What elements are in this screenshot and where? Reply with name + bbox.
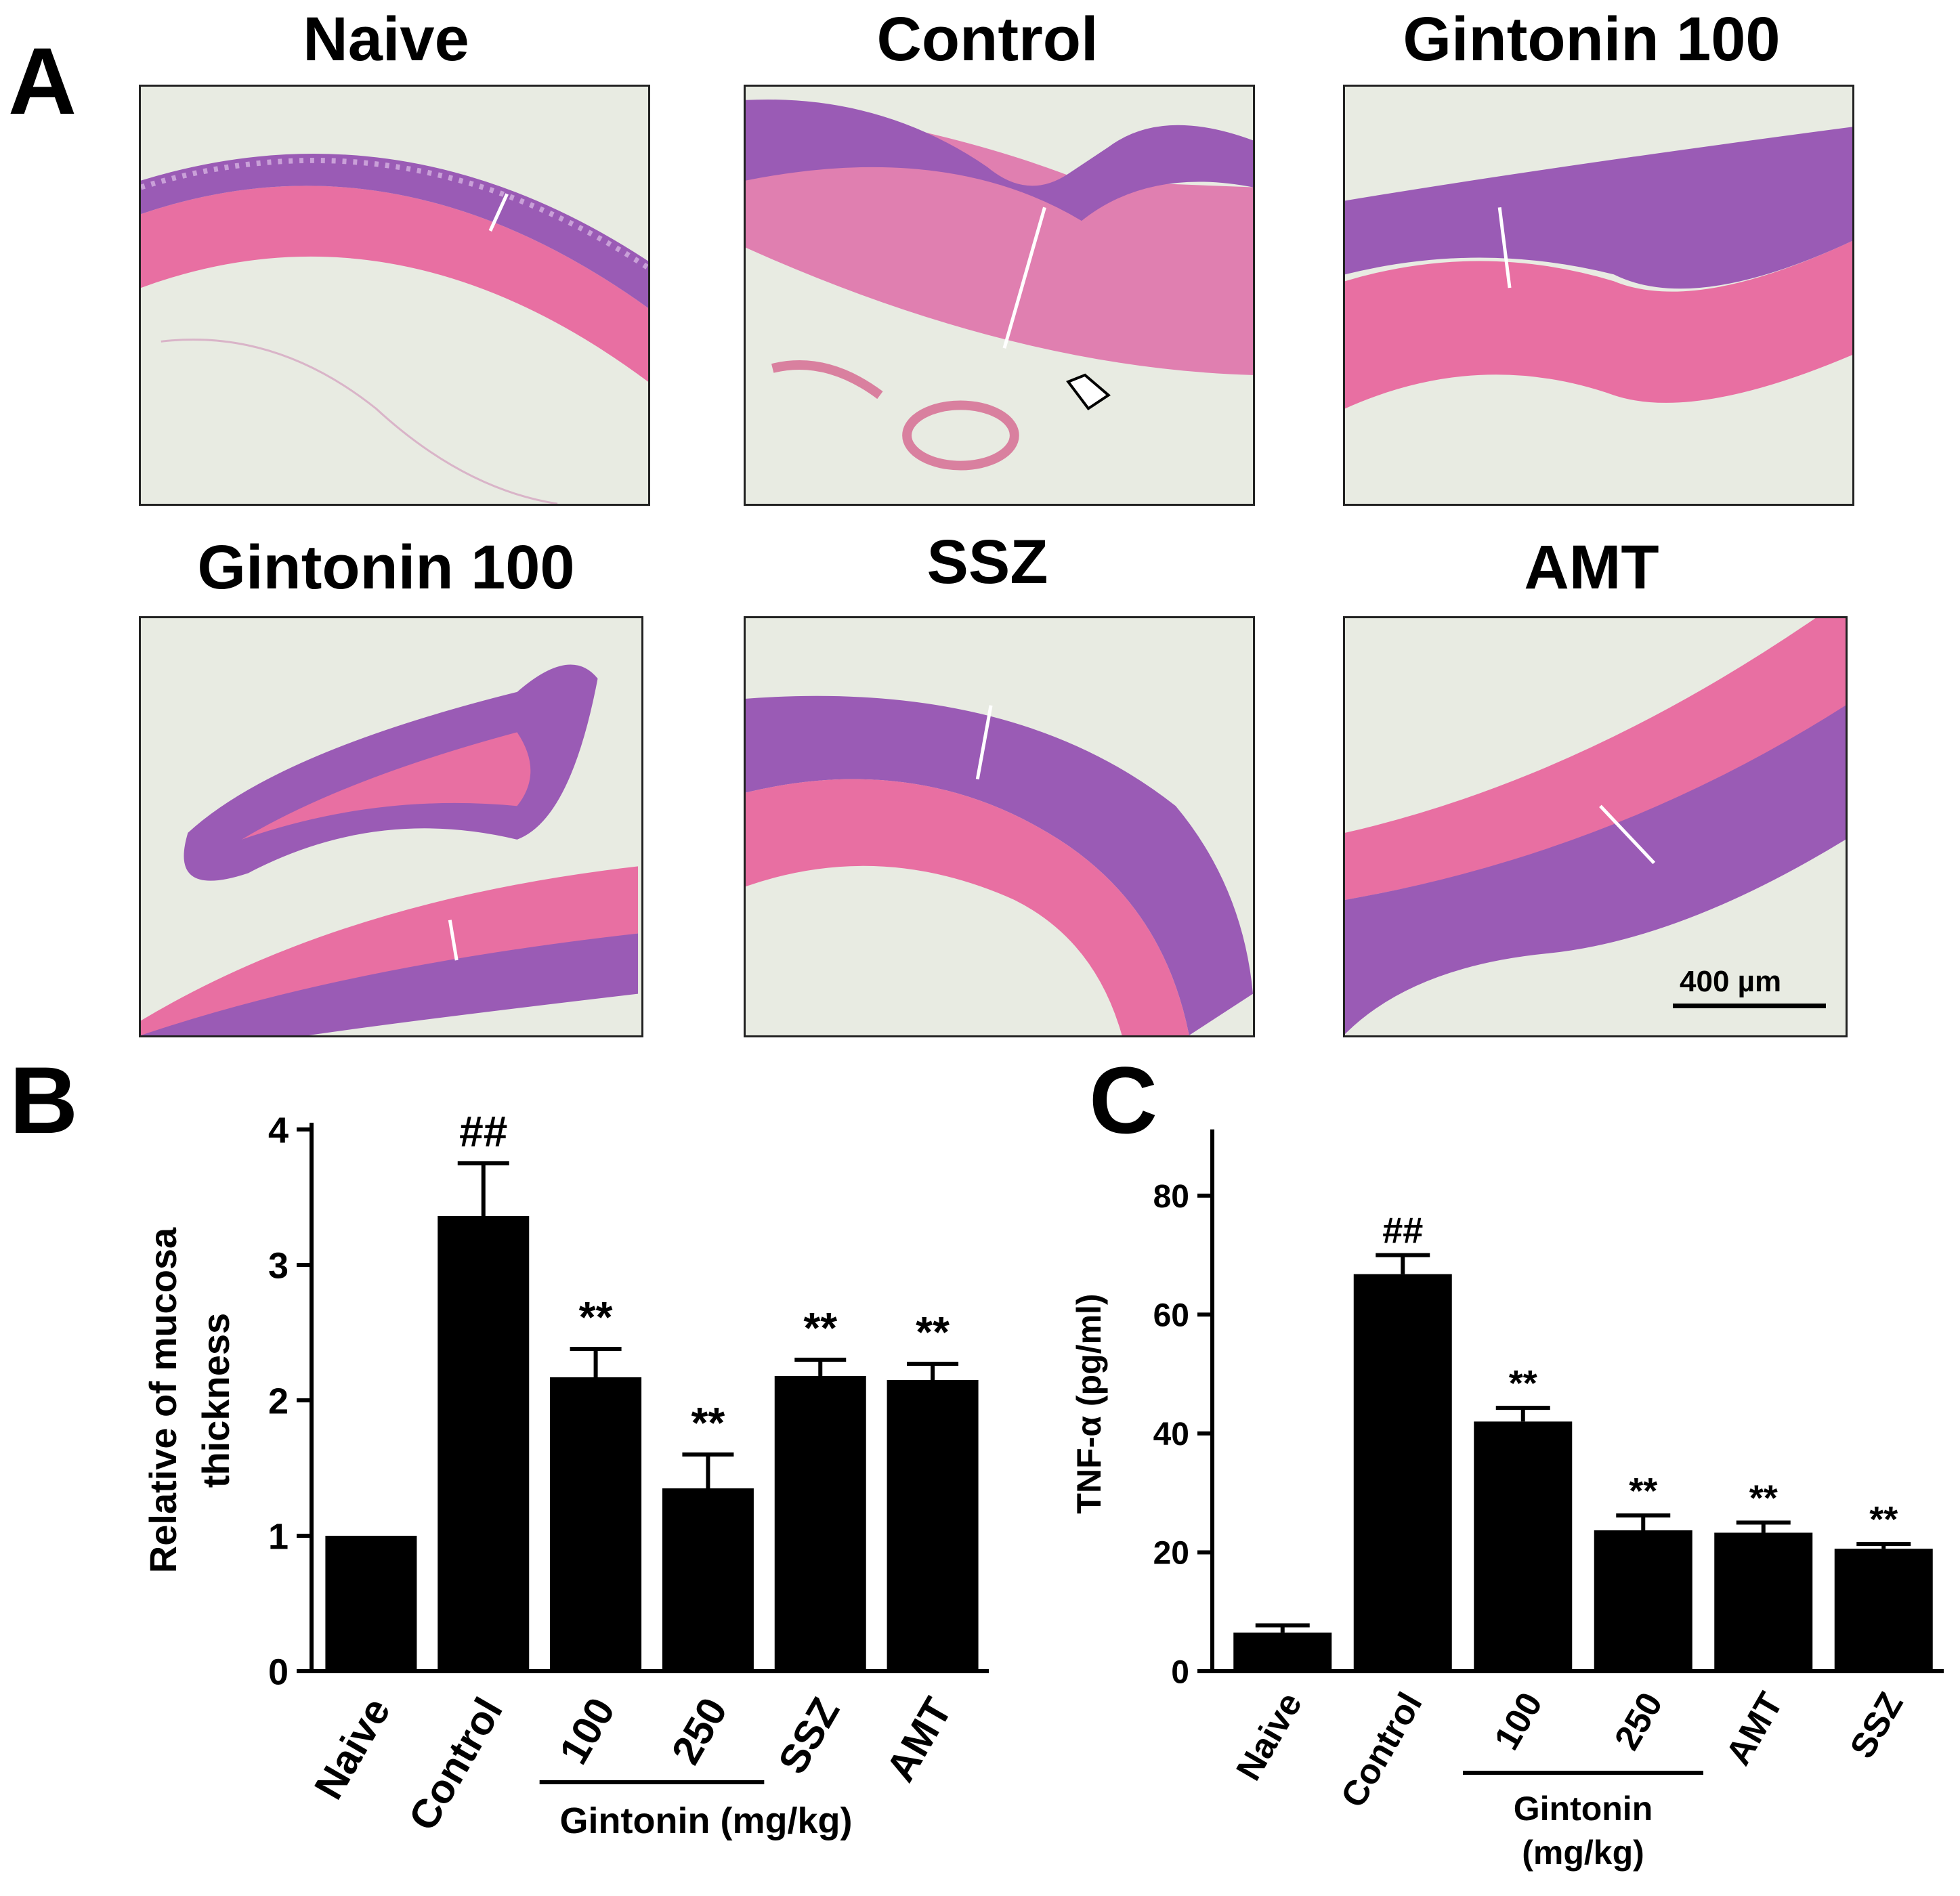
undefined-y-tick-label: 80: [1153, 1179, 1189, 1215]
undefined-x-tick-label: Control: [1334, 1686, 1430, 1814]
image-title-gintonin-top: Gintonin 100: [1403, 5, 1781, 74]
undefined-bar: [550, 1377, 642, 1671]
undefined-y-tick-label: 1: [268, 1516, 289, 1557]
image-title-gintonin-bottom: Gintonin 100: [197, 533, 575, 602]
undefined-bar: [1353, 1274, 1452, 1671]
undefined-significance-label: **: [916, 1308, 950, 1356]
undefined-bar: [438, 1216, 530, 1671]
undefined-bar: [1233, 1632, 1332, 1671]
undefined-significance-label: **: [1749, 1478, 1778, 1519]
undefined-y-tick-label: 4: [268, 1110, 289, 1150]
micrograph-naive: [139, 85, 650, 506]
undefined-y-tick-label: 20: [1153, 1536, 1189, 1572]
undefined-x-tick-label: 100: [1487, 1686, 1551, 1757]
image-title-control: Control: [876, 5, 1099, 74]
undefined-group-label: Gintonin: [1514, 1790, 1653, 1828]
image-title-naive: Naive: [303, 5, 469, 74]
undefined-bar: [1714, 1532, 1813, 1671]
image-title-ssz: SSZ: [926, 527, 1048, 597]
undefined-bar: [325, 1536, 417, 1671]
undefined-y-tick-label: 0: [1171, 1654, 1189, 1690]
micrograph-amt: [1343, 616, 1848, 1037]
undefined-significance-label: ##: [1382, 1211, 1423, 1251]
scale-bar-label: 400 µm: [1680, 965, 1782, 998]
undefined-group-label: (mg/kg): [1522, 1834, 1644, 1872]
undefined-y-tick-label: 3: [268, 1245, 289, 1286]
undefined-bar: [887, 1380, 979, 1671]
undefined-bar: [662, 1488, 754, 1671]
undefined-significance-label: **: [579, 1293, 613, 1341]
undefined-x-tick-label: SSZ: [1843, 1686, 1911, 1765]
chart-b-svg: 01234Naive##Control**100**250**SSZ**AMTG…: [142, 1107, 989, 1841]
micrograph-control: [744, 85, 1255, 506]
undefined-significance-label: **: [691, 1398, 725, 1447]
undefined-bar: [1834, 1549, 1933, 1671]
image-title-amt: AMT: [1524, 533, 1659, 602]
panel-letter-a: A: [8, 28, 77, 134]
undefined-significance-label: **: [1629, 1471, 1657, 1511]
undefined-y-tick-label: 0: [268, 1652, 289, 1692]
undefined-y-axis-label: TNF-α (pg/ml): [1070, 1293, 1108, 1513]
undefined-y-tick-label: 40: [1153, 1417, 1189, 1452]
undefined-significance-label: **: [1869, 1499, 1898, 1540]
undefined-bar: [774, 1376, 866, 1671]
scale-bar: [1673, 1004, 1826, 1008]
micrograph-ssz: [744, 616, 1255, 1037]
undefined-y-axis-label: thickness: [194, 1313, 237, 1488]
micrograph-gintonin-top: [1343, 85, 1854, 506]
undefined-x-tick-label: Naive: [1229, 1686, 1311, 1787]
undefined-y-axis-label: Relative of mucosa: [142, 1227, 184, 1573]
panel-letter-c: C: [1089, 1047, 1158, 1153]
undefined-group-label: Gintonin (mg/kg): [560, 1801, 853, 1841]
micrograph-gintonin-bottom: [139, 616, 643, 1037]
undefined-bar: [1474, 1421, 1573, 1671]
chart-b-mucosa-thickness: 0 1 2 3 4 Naive ## Control ** 100 ** 250 ** SSZ ** AMT G…: [142, 1107, 989, 1841]
undefined-x-tick-label: AMT: [1719, 1686, 1791, 1772]
undefined-y-tick-label: 2: [268, 1381, 289, 1421]
panel-letter-b: B: [9, 1047, 79, 1153]
undefined-significance-label: **: [1509, 1363, 1537, 1404]
undefined-bar: [1594, 1530, 1692, 1671]
undefined-x-tick-label: 250: [1607, 1686, 1671, 1757]
undefined-y-tick-label: 60: [1153, 1298, 1189, 1334]
undefined-significance-label: **: [803, 1304, 837, 1352]
undefined-significance-label: ##: [459, 1107, 507, 1156]
